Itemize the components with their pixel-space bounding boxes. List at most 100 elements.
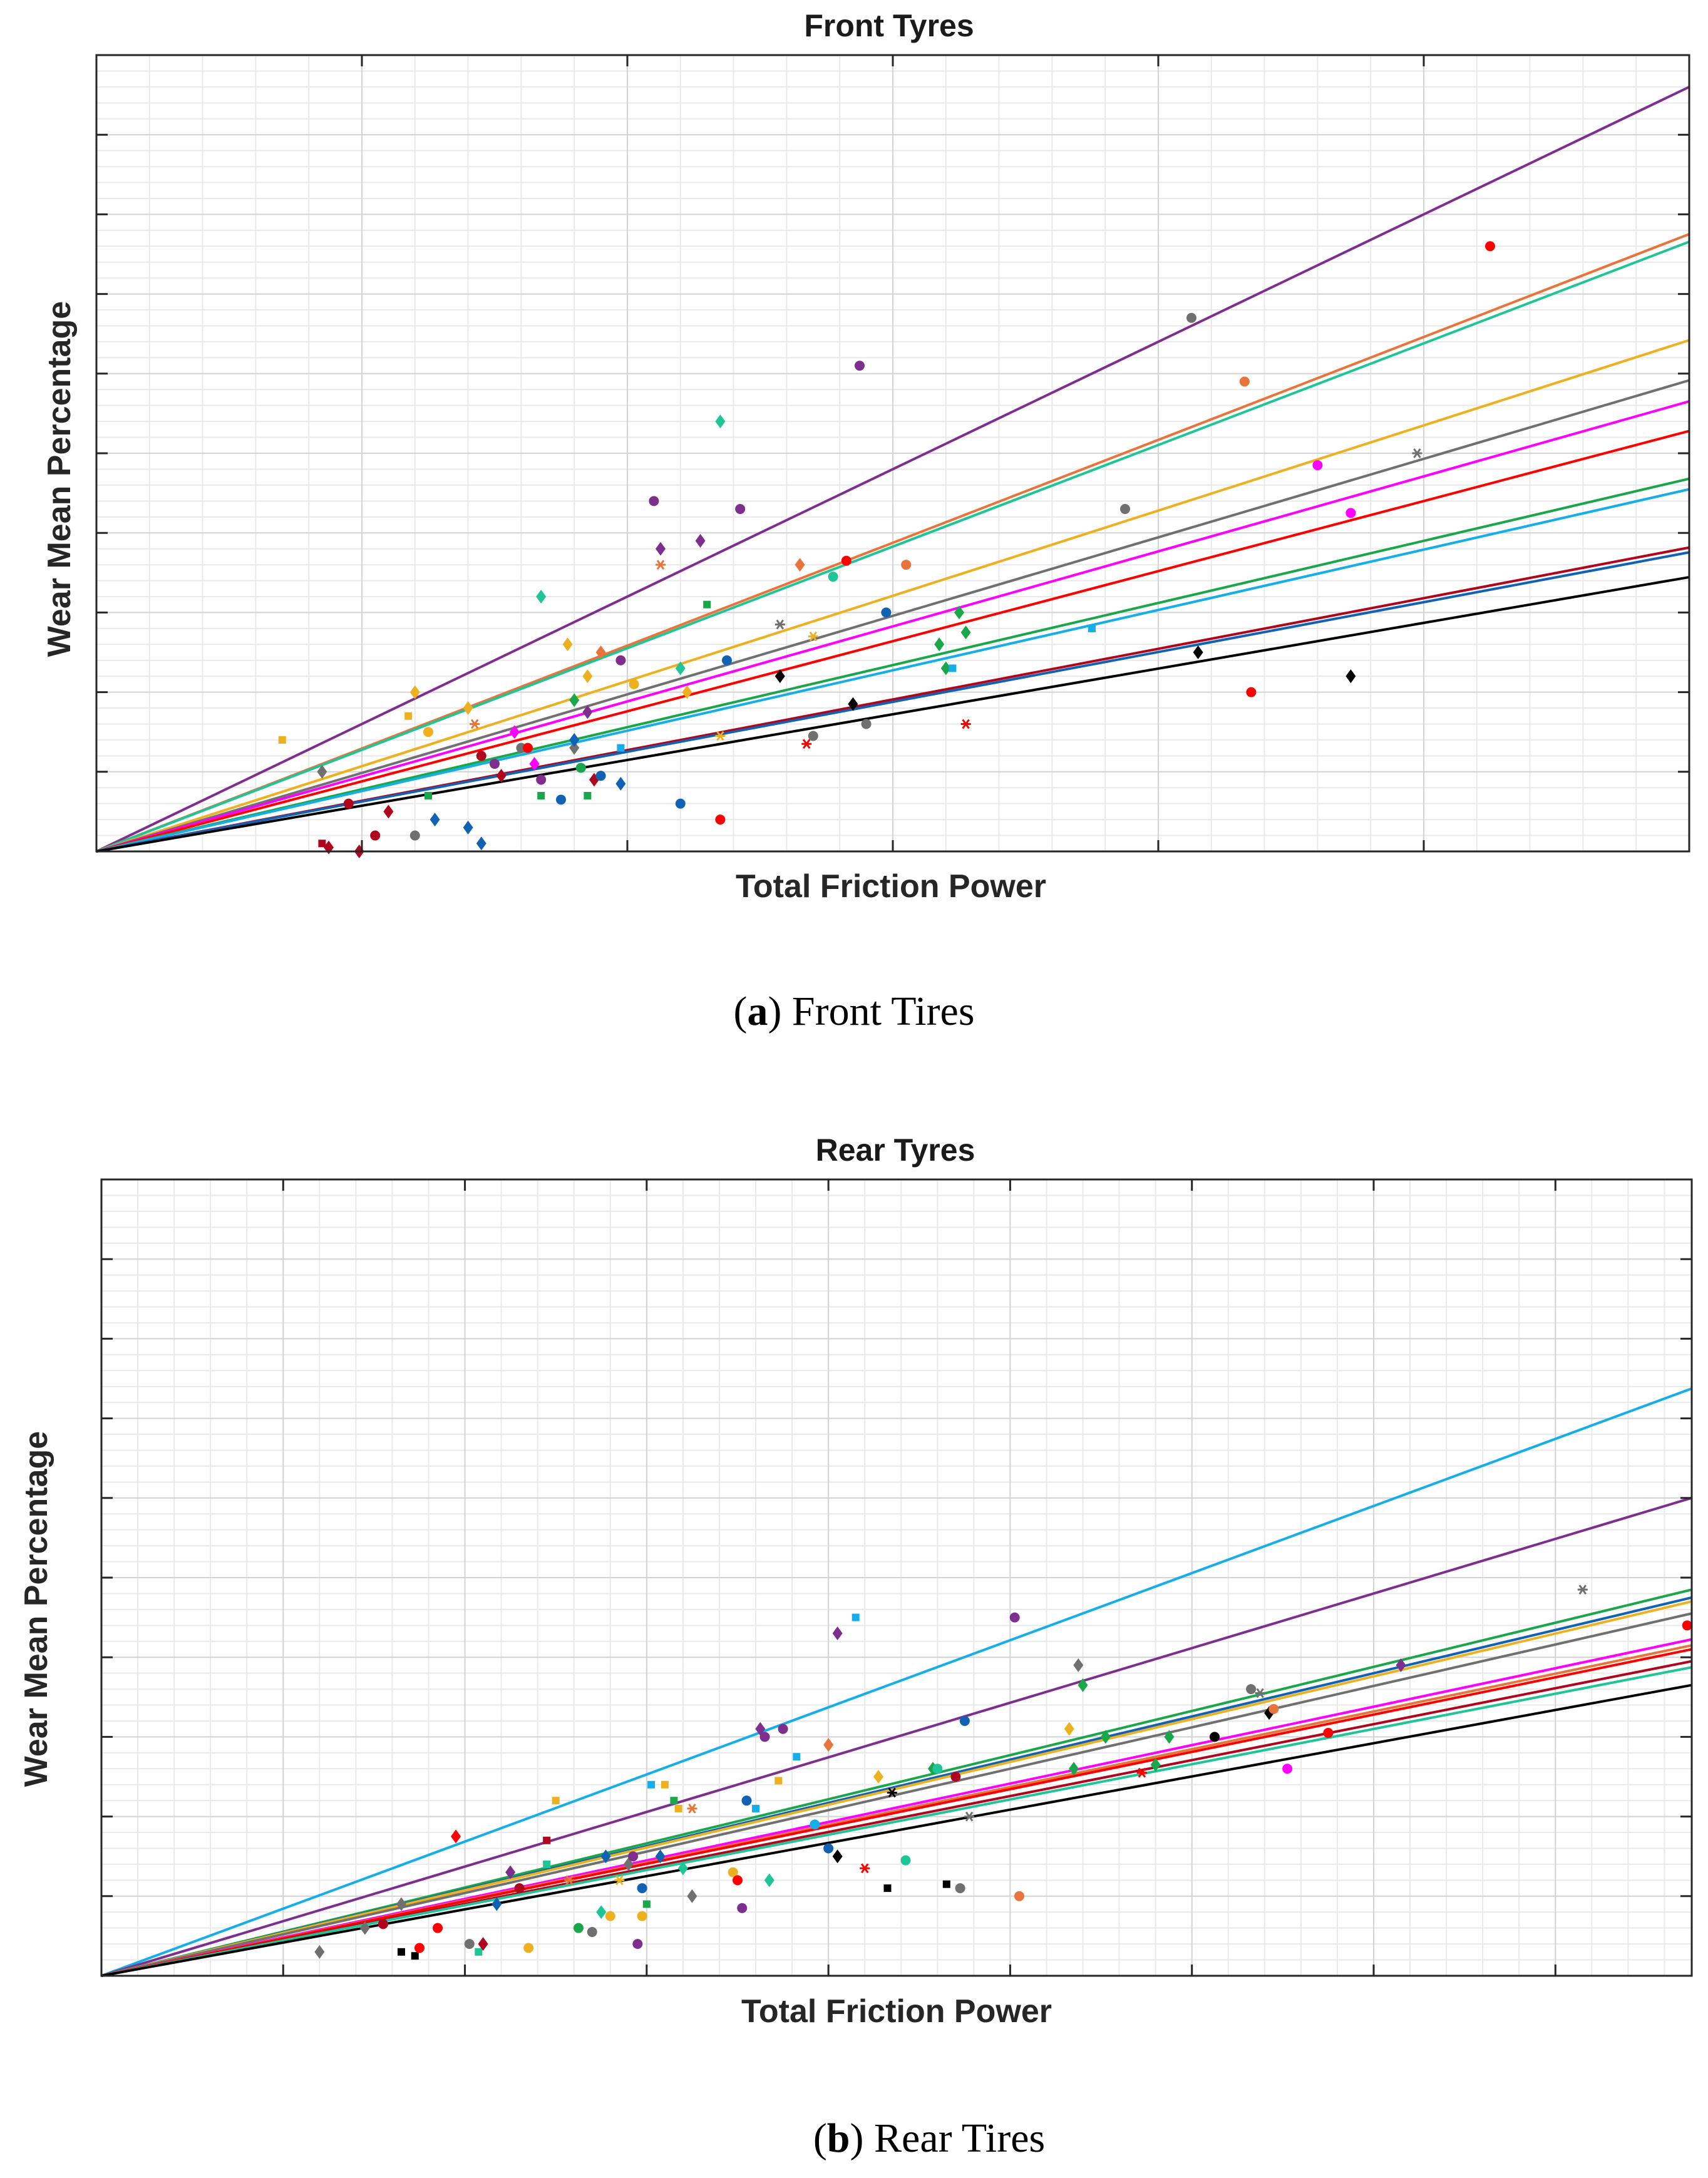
- data-point-diamond: [656, 542, 666, 556]
- fit-line: [96, 240, 1690, 853]
- data-point-square: [617, 744, 625, 752]
- data-point-square: [537, 791, 545, 799]
- data-point-diamond: [569, 741, 580, 755]
- data-point-square: [752, 1804, 760, 1812]
- data-point-circle: [343, 798, 354, 809]
- plot-area-front: [95, 54, 1690, 858]
- data-point-square: [543, 1836, 551, 1844]
- data-point-circle: [735, 504, 746, 515]
- data-point-circle: [932, 1764, 943, 1774]
- data-point-diamond: [463, 820, 473, 835]
- data-point-diamond: [795, 558, 805, 572]
- grid-front: [96, 54, 1690, 852]
- x-axis-label-rear: Total Friction Power: [741, 1993, 1052, 2030]
- data-point-circle: [1345, 508, 1356, 518]
- data-point-circle: [649, 496, 659, 506]
- caption-text-rear: Rear Tires: [874, 2115, 1045, 2161]
- data-point-diamond: [582, 705, 593, 719]
- data-point-diamond: [476, 836, 486, 851]
- caption-front: (a) Front Tires: [733, 989, 974, 1034]
- data-point-star: [1412, 448, 1422, 458]
- data-point-diamond: [1193, 645, 1203, 659]
- fit-line: [96, 86, 1690, 853]
- data-point-circle: [574, 1923, 584, 1933]
- fit-lines-front: [96, 86, 1690, 853]
- data-point-circle: [464, 1939, 475, 1949]
- data-point-circle: [490, 759, 500, 769]
- data-point-square: [424, 791, 432, 799]
- data-point-circle: [1246, 687, 1257, 697]
- caption-text-front: Front Tires: [792, 989, 975, 1034]
- fit-line: [96, 551, 1690, 853]
- data-point-diamond: [1069, 1762, 1079, 1776]
- data-point-diamond: [774, 669, 785, 684]
- chart-title-front: Front Tyres: [804, 8, 974, 43]
- data-point-circle: [628, 1851, 639, 1862]
- data-point-diamond: [478, 1937, 488, 1951]
- fit-line: [101, 1600, 1692, 1977]
- data-point-circle: [855, 361, 865, 371]
- data-point-square: [318, 840, 326, 848]
- data-point-circle: [637, 1883, 647, 1894]
- data-point-circle: [1323, 1728, 1334, 1739]
- fit-line: [101, 1648, 1692, 1977]
- data-point-diamond: [675, 661, 686, 675]
- data-point-square: [543, 1860, 551, 1868]
- fit-line: [101, 1666, 1692, 1977]
- data-point-circle: [556, 794, 566, 805]
- data-point-diamond: [509, 725, 520, 739]
- data-point-diamond: [960, 625, 971, 640]
- data-point-circle: [1239, 376, 1250, 387]
- data-point-diamond: [582, 669, 593, 684]
- data-point-star: [860, 1863, 870, 1874]
- data-point-circle: [523, 742, 533, 753]
- data-point-circle: [900, 1855, 911, 1866]
- data-point-circle: [595, 771, 606, 781]
- data-point-circle: [632, 1939, 643, 1949]
- data-point-diamond: [832, 1626, 843, 1641]
- data-point-circle: [523, 1943, 534, 1953]
- data-point-diamond: [595, 645, 606, 659]
- data-point-diamond: [1073, 1658, 1084, 1672]
- data-point-star: [564, 1875, 575, 1886]
- data-point-diamond: [1064, 1722, 1074, 1736]
- data-point-star: [808, 631, 818, 642]
- fit-line: [96, 477, 1690, 853]
- data-point-diamond: [832, 1849, 843, 1864]
- fit-line: [96, 339, 1690, 853]
- data-point-circle: [1210, 1732, 1220, 1742]
- data-point-diamond: [505, 1865, 516, 1879]
- data-point-circle: [476, 751, 486, 761]
- fit-line: [96, 400, 1690, 853]
- data-point-star: [687, 1804, 697, 1814]
- data-point-diamond: [954, 605, 964, 620]
- data-point-circle: [414, 1943, 424, 1953]
- data-point-circle: [370, 830, 381, 841]
- data-point-square: [278, 736, 286, 744]
- fit-line: [101, 1612, 1692, 1977]
- data-point-diamond: [562, 637, 573, 652]
- data-point-diamond: [615, 776, 626, 791]
- data-point-star: [614, 1875, 625, 1886]
- fit-line: [101, 1683, 1692, 1977]
- data-point-star: [1255, 1688, 1265, 1698]
- data-point-diamond: [569, 732, 580, 747]
- data-point-square: [397, 1948, 405, 1956]
- fit-line: [96, 575, 1690, 853]
- data-point-star: [964, 1811, 975, 1822]
- data-point-circle: [1014, 1891, 1024, 1901]
- data-point-diamond: [715, 414, 726, 429]
- data-point-diamond: [823, 1738, 834, 1752]
- data-point-square: [883, 1884, 892, 1893]
- data-point-diamond: [430, 813, 440, 827]
- data-point-diamond: [940, 661, 951, 675]
- data-point-square: [411, 1952, 419, 1960]
- data-point-square: [647, 1780, 656, 1789]
- points-rear: [314, 1585, 1692, 1960]
- fit-line: [96, 488, 1690, 853]
- data-point-diamond: [536, 589, 547, 604]
- data-point-circle: [605, 1911, 615, 1921]
- data-point-circle: [615, 655, 626, 665]
- data-point-diamond: [1345, 669, 1356, 684]
- data-point-circle: [955, 1883, 965, 1894]
